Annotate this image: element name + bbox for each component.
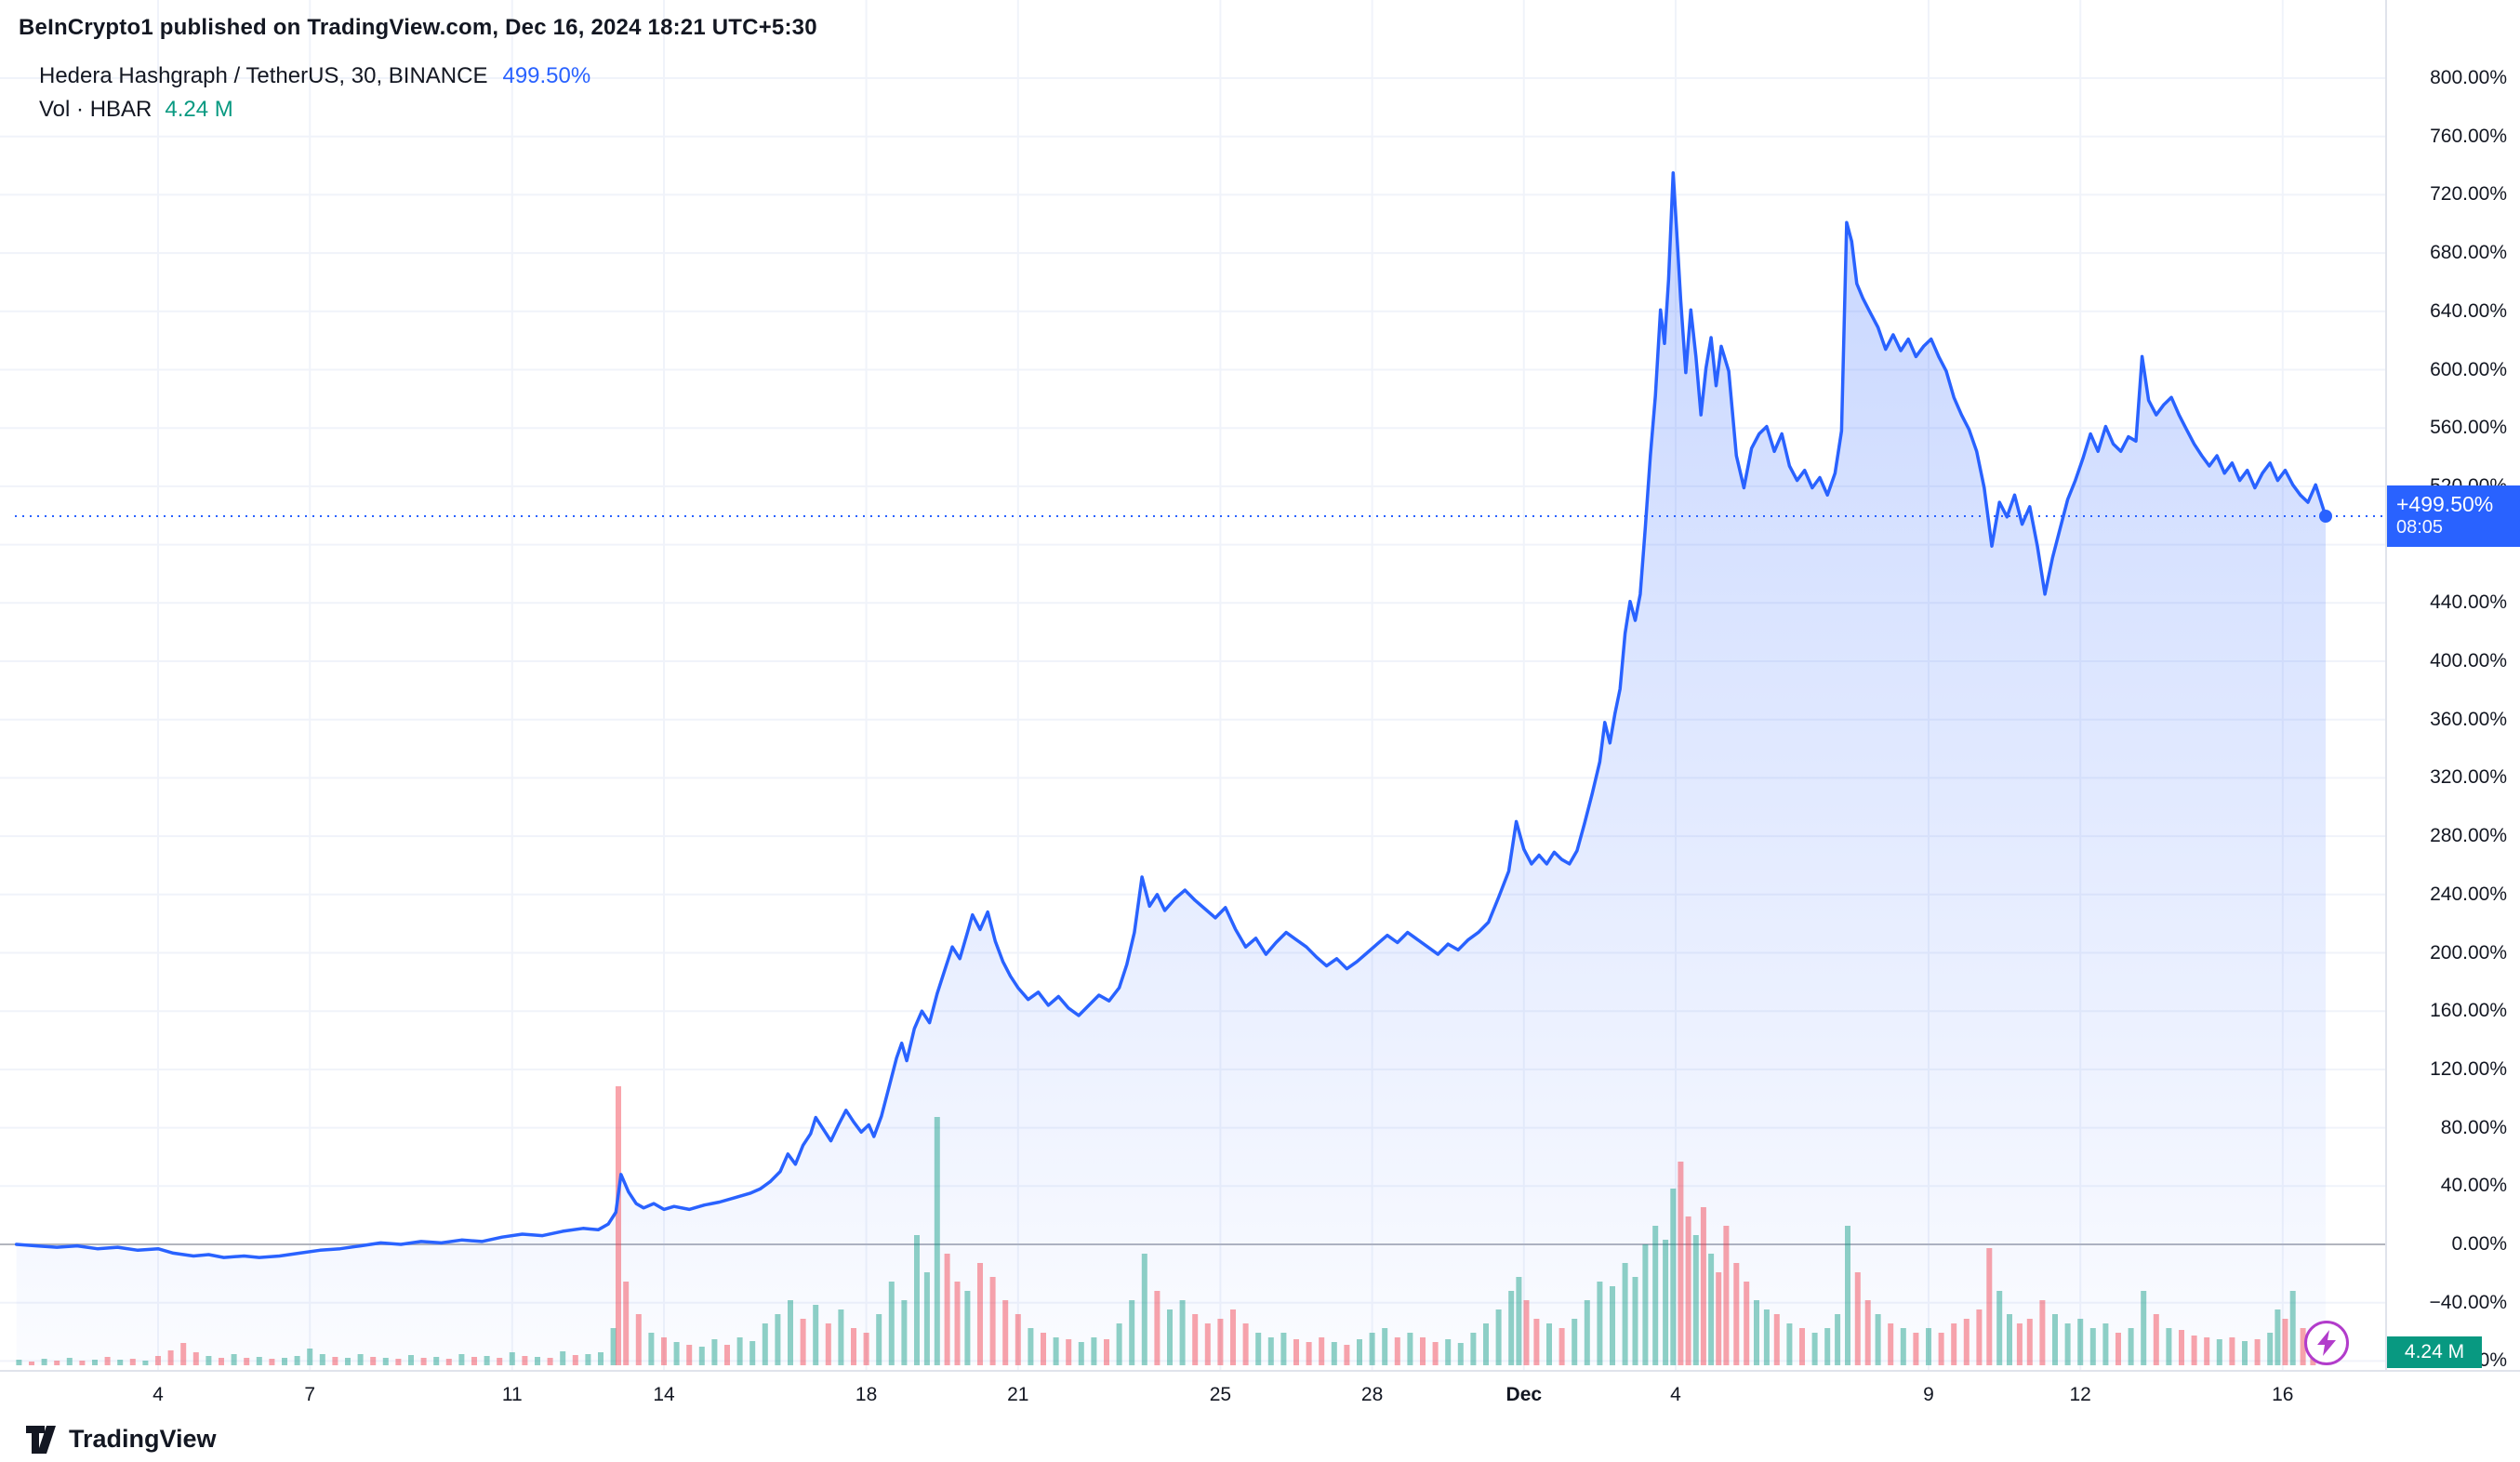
volume-study-value: 4.24 M <box>165 97 233 122</box>
instant-trading-button[interactable] <box>2304 1321 2349 1365</box>
time-axis-label: 4 <box>153 1384 164 1405</box>
volume-axis-badge: 4.24 M <box>2387 1336 2482 1368</box>
lightning-icon <box>2317 1330 2336 1356</box>
price-axis-label: 640.00% <box>2430 299 2507 322</box>
chart-legend: Hedera Hashgraph / TetherUS, 30, BINANCE… <box>39 60 590 126</box>
time-axis-label: 4 <box>1670 1384 1681 1405</box>
price-axis-label: 200.00% <box>2430 941 2507 964</box>
last-price-badge: +499.50% 08:05 <box>2387 485 2520 548</box>
price-axis-label: 40.00% <box>2440 1175 2507 1197</box>
price-axis-label: 600.00% <box>2430 358 2507 380</box>
price-axis-label: 320.00% <box>2430 766 2507 789</box>
price-axis-label: 0.00% <box>2451 1233 2507 1255</box>
time-axis-label: Dec <box>1505 1384 1543 1405</box>
time-axis-label: 7 <box>304 1384 316 1405</box>
price-axis-label: 80.00% <box>2440 1116 2507 1138</box>
price-axis-label: 680.00% <box>2430 242 2507 264</box>
price-axis-label: −40.00% <box>2429 1291 2508 1313</box>
price-axis-label: 800.00% <box>2430 67 2507 88</box>
volume-study-label[interactable]: Vol · HBAR <box>39 97 153 122</box>
change-value: 499.50% <box>502 63 591 88</box>
time-axis-label: 16 <box>2272 1384 2294 1405</box>
price-axis-label: 120.00% <box>2430 1057 2507 1080</box>
symbol-title[interactable]: Hedera Hashgraph / TetherUS, 30, BINANCE <box>39 63 488 88</box>
time-axis-label: 11 <box>501 1384 523 1405</box>
time-axis[interactable]: 4 7 11 14 18 21 25 28 Dec 4 9 12 16 <box>0 1371 2520 1427</box>
last-price-value: +499.50% <box>2396 492 2494 517</box>
price-axis-label: 360.00% <box>2430 708 2507 730</box>
time-axis-label: 18 <box>855 1384 878 1405</box>
attribution-text: BeInCrypto1 published on TradingView.com… <box>19 15 817 40</box>
time-axis-label: 14 <box>653 1384 675 1405</box>
price-axis[interactable]: 800.00% 760.00% 720.00% 680.00% 640.00% 600.0… <box>2386 0 2520 1371</box>
tradingview-attribution[interactable]: TradingView <box>26 1425 217 1454</box>
price-axis-label: 240.00% <box>2430 883 2507 905</box>
price-axis-label: 440.00% <box>2430 591 2507 614</box>
time-axis-label: 25 <box>1209 1384 1232 1405</box>
tradingview-logo-text: TradingView <box>69 1425 217 1453</box>
price-axis-label: 760.00% <box>2430 125 2507 147</box>
price-axis-label: 160.00% <box>2430 1000 2507 1022</box>
price-axis-label: 400.00% <box>2430 650 2507 671</box>
price-axis-label: 560.00% <box>2430 417 2507 439</box>
time-axis-label: 9 <box>1923 1384 1934 1405</box>
bar-countdown: 08:05 <box>2396 517 2444 538</box>
time-axis-label: 21 <box>1007 1384 1029 1405</box>
tradingview-logo-icon <box>26 1425 56 1454</box>
price-axis-label: 280.00% <box>2430 825 2507 847</box>
price-axis-label: 720.00% <box>2430 183 2507 206</box>
time-axis-label: 12 <box>2069 1384 2091 1405</box>
time-axis-label: 28 <box>1360 1384 1384 1405</box>
